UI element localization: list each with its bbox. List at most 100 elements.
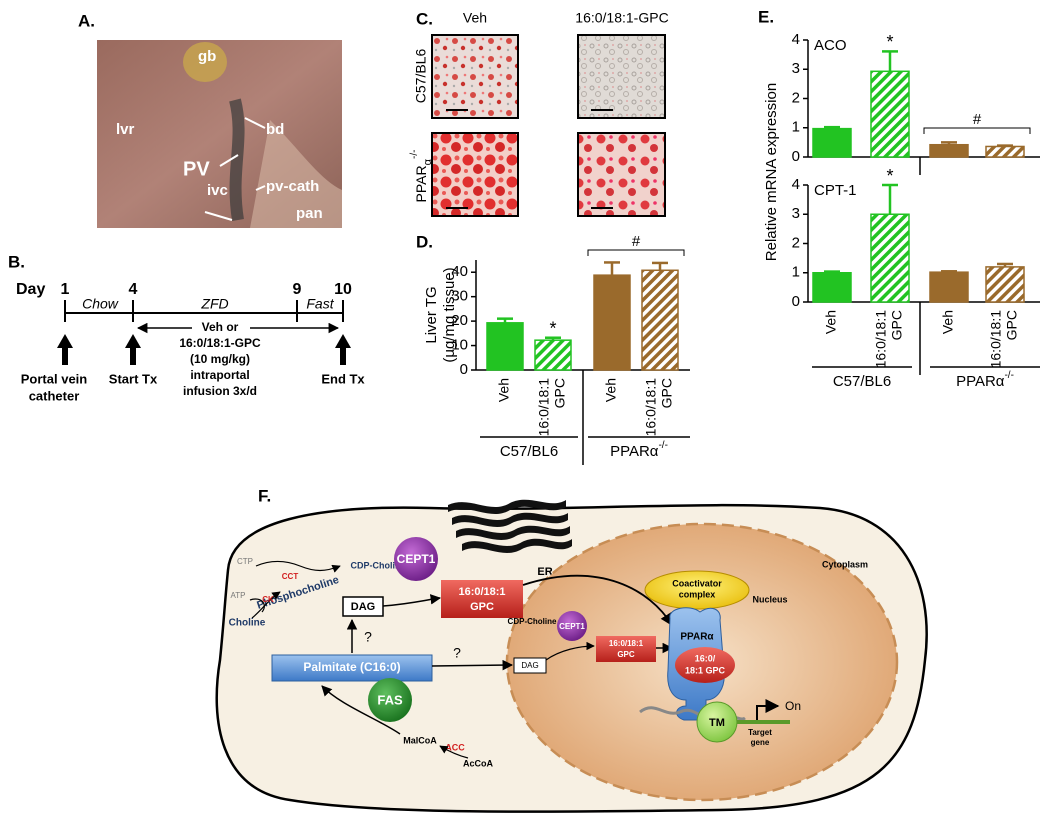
scale-bars	[446, 109, 613, 209]
box	[596, 636, 656, 662]
day-number: 9	[293, 281, 302, 298]
annotation: *	[549, 318, 556, 338]
diagram-label: MalCoA	[403, 735, 437, 745]
y-tick-label: 40	[451, 263, 468, 280]
bar	[929, 143, 969, 158]
diagram-label: FAS	[377, 692, 403, 707]
group-label-text: C57/BL6	[833, 373, 891, 390]
y-tick-label: 0	[460, 361, 468, 378]
photo-region	[229, 98, 245, 221]
micrograph	[431, 34, 519, 119]
y-tick-label: 0	[792, 148, 800, 165]
y-axis-label: Liver TG	[423, 286, 440, 343]
group-label: PPARα-/-	[610, 440, 668, 460]
arrow	[522, 574, 673, 627]
y-tick-label: 1	[792, 264, 800, 281]
phase-label: Fast	[306, 296, 334, 312]
y-axis-label: Relative mRNA expression	[763, 83, 780, 261]
photo-label: pv-cath	[266, 178, 319, 195]
treatment-text: 16:0/18:1-GPC	[179, 336, 261, 350]
diagram-label: CEPT1	[397, 552, 436, 566]
diagram-label: CTP	[237, 557, 253, 566]
y-tick-label: 3	[792, 60, 800, 77]
arrow	[255, 560, 341, 573]
row-label-sup: -/-	[409, 150, 420, 159]
diagram-label: TM	[709, 717, 725, 729]
day-number: 4	[129, 281, 138, 298]
diagram-label: 16:0/	[695, 653, 716, 663]
x-tick-label: 16:0/18:1	[643, 378, 659, 437]
group-label: C57/BL6	[833, 373, 891, 390]
treatment-text: Veh or	[202, 320, 239, 334]
diagram-label: 18:1 GPC	[685, 665, 726, 675]
diagram-label: GPC	[470, 601, 494, 613]
diagram-label: CCT	[282, 572, 299, 581]
arrow	[439, 745, 469, 759]
group-label-text: PPARα	[610, 443, 659, 460]
x-tick-label: Veh	[940, 310, 956, 334]
photo-label: lvr	[116, 121, 135, 138]
row-label-sub: α	[422, 158, 434, 165]
column-label: Veh	[463, 10, 487, 26]
x-tick-label: GPC	[659, 378, 675, 408]
diagram-label: DAG	[521, 661, 538, 670]
annotation: *	[886, 166, 893, 186]
row-label: C57/BL6	[413, 49, 429, 104]
event-label: catheter	[29, 388, 80, 403]
diagram-label: DAG	[351, 601, 375, 613]
annotation: *	[886, 32, 893, 52]
treatment-text: intraportal	[190, 368, 249, 382]
y-tick-label: 1	[792, 119, 800, 136]
treatment-text: (10 mg/kg)	[190, 352, 250, 366]
diagram-label: Coactivator	[672, 578, 722, 588]
x-tick-label: Veh	[823, 310, 839, 334]
panel-letter: C.	[416, 9, 433, 28]
bar	[870, 70, 910, 158]
diagram-label: AcCoA	[463, 758, 494, 768]
y-tick-label: 30	[451, 288, 468, 305]
diagram-label: complex	[679, 589, 716, 599]
bar	[641, 269, 679, 371]
diagram-label: ACC	[445, 742, 465, 752]
diagram-label: Nucleus	[752, 594, 787, 604]
bar	[534, 339, 572, 371]
photo-label: PV	[183, 158, 210, 180]
diagram-label: CK	[262, 595, 274, 604]
bar	[985, 266, 1025, 303]
arrow	[431, 659, 514, 671]
y-tick-label: 2	[792, 234, 800, 251]
ligand	[675, 647, 735, 683]
enzyme	[368, 678, 412, 722]
event-label: End Tx	[321, 371, 365, 386]
panel-letter: A.	[78, 11, 95, 30]
day-number: 1	[61, 281, 70, 298]
group-label-sup: -/-	[658, 440, 667, 451]
bar	[486, 322, 524, 371]
x-tick-label: GPC	[889, 310, 905, 340]
group-label: PPARα-/-	[956, 370, 1014, 390]
group-label-sup: -/-	[1004, 370, 1013, 381]
group-label-text: PPARα	[956, 373, 1005, 390]
photo-region	[183, 42, 227, 82]
phase-label: ZFD	[200, 296, 228, 312]
er	[448, 499, 572, 553]
diagram-label: CDP-Choline	[351, 560, 406, 570]
bracket	[587, 249, 685, 256]
annotation: #	[632, 233, 641, 250]
diagram-label: ?	[364, 629, 372, 645]
arrow	[249, 598, 265, 613]
photo-region	[250, 120, 342, 228]
arrow	[321, 685, 401, 735]
y-tick-label: 2	[792, 89, 800, 106]
box	[513, 657, 547, 674]
photo-label: gb	[198, 48, 216, 65]
diagram-label: PPARα	[680, 632, 714, 643]
group-label-text: C57/BL6	[500, 443, 558, 460]
panel-letter: D.	[416, 232, 433, 251]
annotation: #	[973, 111, 982, 128]
y-tick-label: 4	[792, 31, 800, 48]
